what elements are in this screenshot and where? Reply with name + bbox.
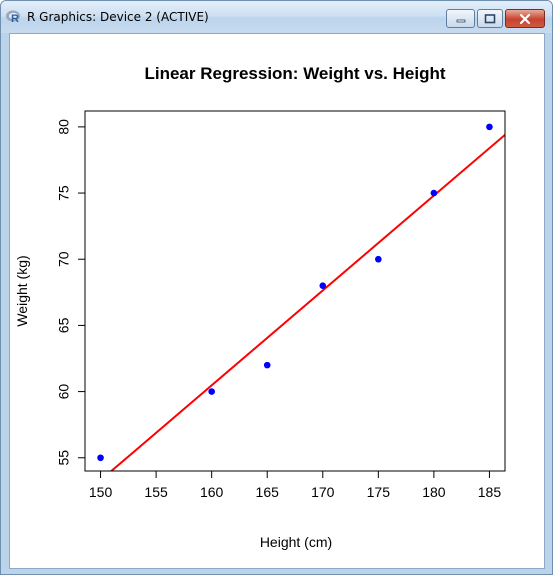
y-axis-label: Weight (kg) xyxy=(14,255,30,326)
data-point xyxy=(97,454,104,462)
minimize-icon xyxy=(456,19,465,22)
regression-line xyxy=(109,134,505,471)
data-point xyxy=(375,255,382,263)
y-tick-label: 80 xyxy=(56,119,72,135)
y-tick-label: 75 xyxy=(56,185,72,201)
title-bar[interactable]: R R Graphics: Device 2 (ACTIVE) xyxy=(1,1,552,33)
close-button[interactable] xyxy=(505,9,545,28)
x-tick-label: 160 xyxy=(200,484,224,500)
y-tick-label: 70 xyxy=(56,251,72,267)
y-tick-label: 55 xyxy=(56,450,72,466)
chart-title: Linear Regression: Weight vs. Height xyxy=(144,64,445,83)
data-point xyxy=(486,123,493,131)
close-icon xyxy=(519,13,531,24)
y-tick-label: 60 xyxy=(56,384,72,400)
maximize-button[interactable] xyxy=(477,9,503,28)
x-tick-label: 165 xyxy=(256,484,280,500)
minimize-button[interactable] xyxy=(446,9,475,28)
plot-area: Linear Regression: Weight vs. Height 150… xyxy=(9,33,545,569)
data-point xyxy=(208,388,215,395)
x-tick-label: 185 xyxy=(478,484,502,500)
regression-chart: Linear Regression: Weight vs. Height 150… xyxy=(14,64,506,550)
maximize-icon xyxy=(484,13,496,23)
svg-text:R: R xyxy=(11,13,19,24)
r-logo-icon: R xyxy=(6,10,20,24)
x-axis-label: Height (cm) xyxy=(260,534,332,550)
plot-frame xyxy=(84,110,506,472)
x-tick-label: 150 xyxy=(89,484,113,500)
window-title: R Graphics: Device 2 (ACTIVE) xyxy=(27,10,209,24)
data-point xyxy=(319,282,327,290)
x-tick-label: 180 xyxy=(422,484,446,500)
x-tick-label: 175 xyxy=(367,484,391,500)
data-point xyxy=(430,189,438,197)
x-tick-label: 170 xyxy=(311,484,335,500)
data-point xyxy=(263,361,271,369)
x-tick-label: 155 xyxy=(144,484,168,500)
y-tick-label: 65 xyxy=(56,317,72,333)
